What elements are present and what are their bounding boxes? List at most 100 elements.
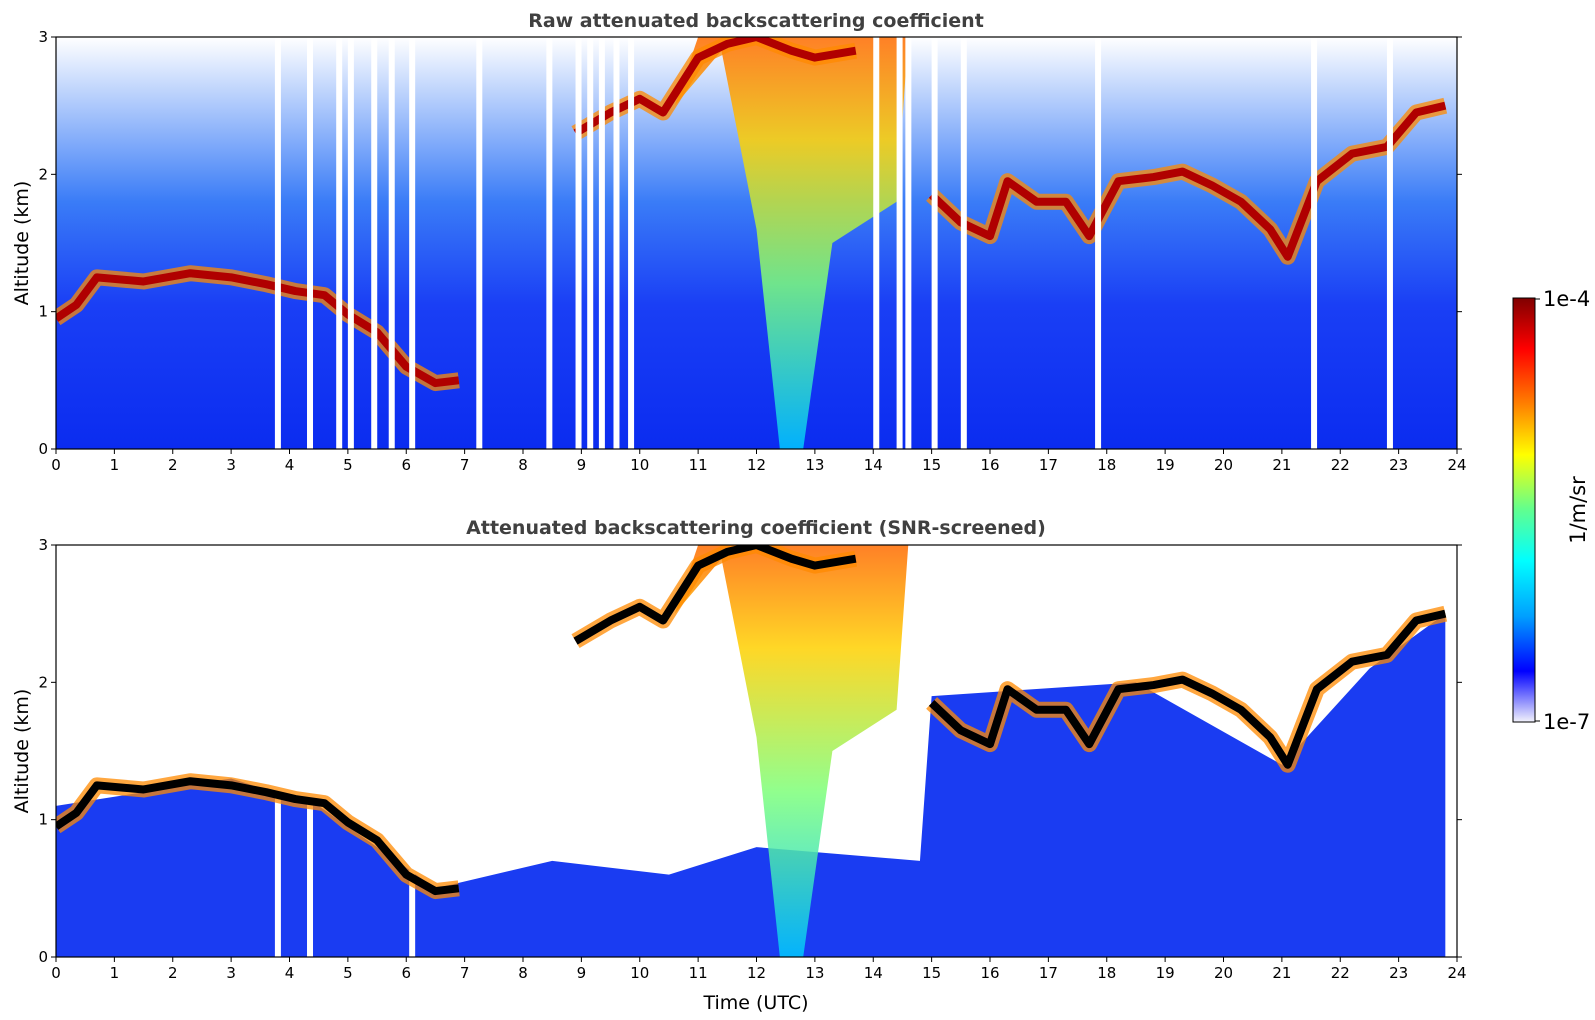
- x-tick-label: 19: [1156, 964, 1175, 982]
- data-gap: [1095, 37, 1102, 449]
- y-tick-label: 3: [38, 28, 48, 46]
- y-tick-label: 1: [38, 303, 48, 321]
- x-tick-label: 0: [51, 456, 61, 474]
- x-tick-label: 19: [1156, 456, 1175, 474]
- plume-region: [674, 37, 909, 449]
- data-gap: [388, 37, 395, 449]
- x-tick-label: 7: [460, 456, 470, 474]
- data-gap: [905, 37, 912, 449]
- y-axis-label: Altitude (km): [11, 689, 33, 814]
- data-gap: [409, 37, 416, 449]
- x-tick-label: 18: [1097, 456, 1116, 474]
- x-tick-label: 15: [922, 964, 941, 982]
- x-tick-label: 9: [577, 456, 587, 474]
- y-axis-ticks: 0 1 2 3: [38, 28, 1462, 458]
- x-tick-label: 16: [980, 964, 999, 982]
- y-tick-label: 2: [38, 165, 48, 183]
- colorbar-max-label: 1e-4: [1543, 287, 1590, 311]
- y-tick-label: 2: [38, 673, 48, 691]
- x-tick-label: 23: [1389, 456, 1408, 474]
- x-tick-label: 3: [226, 456, 236, 474]
- x-tick-label: 11: [689, 456, 708, 474]
- panel-title-screened: Attenuated backscattering coefficient (S…: [466, 517, 1046, 539]
- y-tick-label: 0: [38, 948, 48, 966]
- data-gap: [1386, 37, 1393, 449]
- data-gap: [347, 37, 354, 449]
- data-gap: [274, 37, 281, 449]
- y-axis-label: Altitude (km): [11, 181, 33, 306]
- x-tick-label: 8: [518, 964, 528, 982]
- x-tick-label: 2: [168, 964, 178, 982]
- x-tick-label: 14: [864, 456, 883, 474]
- x-tick-label: 4: [285, 964, 295, 982]
- data-gap: [409, 545, 416, 957]
- data-gap: [1311, 37, 1318, 449]
- cloud-layers: [56, 545, 1448, 900]
- x-axis-ticks: 0 1 2 3 4 5 6 7 8 9 10 11 12 13 14 15 16 17 18 19 20 21 22 23 24: [51, 449, 1467, 474]
- x-tick-label: 13: [805, 964, 824, 982]
- x-tick-label: 2: [168, 456, 178, 474]
- data-gap: [931, 37, 938, 449]
- data-gap: [896, 37, 903, 449]
- cloud-layer: [573, 37, 857, 137]
- x-tick-label: 24: [1447, 456, 1466, 474]
- data-gap: [598, 37, 605, 449]
- y-tick-label: 1: [38, 811, 48, 829]
- data-gap: [613, 37, 620, 449]
- cloud-layer: [573, 545, 857, 645]
- x-tick-label: 24: [1447, 964, 1466, 982]
- data-gap: [336, 37, 343, 449]
- x-tick-label: 9: [577, 964, 587, 982]
- plume-region: [674, 545, 909, 957]
- x-tick-label: 12: [747, 964, 766, 982]
- x-tick-label: 0: [51, 964, 61, 982]
- x-tick-label: 6: [401, 456, 411, 474]
- panel-screened: Attenuated backscattering coefficient (S…: [11, 517, 1467, 1014]
- x-tick-label: 7: [460, 964, 470, 982]
- x-axis-label: Time (UTC): [702, 992, 808, 1014]
- x-tick-label: 17: [1039, 456, 1058, 474]
- x-tick-label: 14: [864, 964, 883, 982]
- x-tick-label: 5: [343, 964, 353, 982]
- cloud-layer: [928, 609, 1447, 769]
- data-gap: [960, 37, 967, 449]
- data-gap: [587, 37, 594, 449]
- data-gap: [476, 37, 483, 449]
- x-tick-label: 11: [689, 964, 708, 982]
- y-axis-ticks: 0 1 2 3: [38, 536, 1462, 966]
- data-gap: [274, 545, 281, 957]
- x-tick-label: 22: [1331, 456, 1350, 474]
- x-axis-ticks: 0 1 2 3 4 5 6 7 8 9 10 11 12 13 14 15 16 17 18 19 20 21 22 23 24: [51, 957, 1467, 982]
- panel-raw: Raw attenuated backscattering coefficien…: [11, 10, 1467, 474]
- x-tick-label: 22: [1331, 964, 1350, 982]
- x-tick-label: 18: [1097, 964, 1116, 982]
- x-tick-label: 8: [518, 456, 528, 474]
- x-tick-label: 3: [226, 964, 236, 982]
- x-tick-label: 20: [1214, 964, 1233, 982]
- panel-title-raw: Raw attenuated backscattering coefficien…: [528, 10, 984, 32]
- colorbar-unit-label: 1/m/sr: [1566, 476, 1590, 544]
- y-tick-label: 0: [38, 440, 48, 458]
- cloud-layer: [928, 101, 1447, 261]
- data-gap: [628, 37, 635, 449]
- x-tick-label: 4: [285, 456, 295, 474]
- x-tick-label: 20: [1214, 456, 1233, 474]
- data-gap: [546, 37, 553, 449]
- data-gap: [873, 37, 880, 449]
- x-tick-label: 10: [630, 964, 649, 982]
- data-gap: [371, 37, 378, 449]
- colorbar-min-label: 1e-7: [1543, 710, 1590, 734]
- x-tick-label: 17: [1039, 964, 1058, 982]
- cloud-layer: [56, 777, 460, 896]
- x-tick-label: 12: [747, 456, 766, 474]
- data-gap: [307, 545, 314, 957]
- x-tick-label: 21: [1272, 964, 1291, 982]
- x-tick-label: 1: [110, 964, 120, 982]
- colorbar-gradient: [1512, 297, 1536, 723]
- x-tick-label: 1: [110, 456, 120, 474]
- data-gap: [307, 37, 314, 449]
- x-tick-label: 13: [805, 456, 824, 474]
- x-tick-label: 21: [1272, 456, 1291, 474]
- x-tick-label: 23: [1389, 964, 1408, 982]
